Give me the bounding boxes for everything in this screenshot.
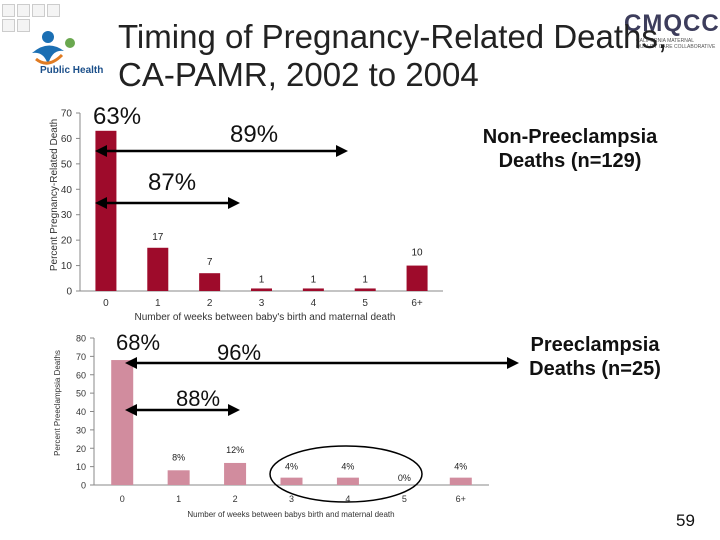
corner-square-5 (17, 19, 30, 32)
x-tick-label: 5 (402, 494, 407, 504)
bar-3 (280, 477, 303, 485)
pct-87-label: 87% (148, 169, 197, 196)
data-label: 12% (226, 445, 244, 455)
x-tick-label: 2 (207, 298, 213, 309)
pct-63-label: 63% (93, 103, 142, 130)
bar-5 (354, 288, 376, 291)
arrow-96-head-right (507, 357, 519, 369)
corner-square-4 (47, 4, 60, 17)
data-label: 4% (285, 462, 298, 472)
y-tick-label: 20 (61, 236, 73, 247)
data-label: 1 (362, 274, 368, 285)
y-tick-label: 10 (76, 462, 86, 472)
public-health-logo-text: Public Health (40, 65, 104, 76)
data-label: 4% (341, 462, 354, 472)
x-tick-label: 3 (259, 298, 265, 309)
data-label: 0% (398, 473, 411, 483)
x-axis-label: Number of weeks between babys birth and … (187, 510, 394, 519)
highlight-ellipse (269, 445, 423, 503)
bar-2 (199, 273, 221, 291)
x-tick-label: 1 (155, 298, 161, 309)
y-tick-label: 50 (76, 389, 86, 399)
public-health-logo: Public Health (18, 25, 108, 85)
page-number: 59 (676, 511, 695, 530)
bar-4 (302, 288, 324, 291)
cmqcc-logo-subtext: CALIFORNIA MATERNAL QUALITY CARE COLLABO… (636, 38, 716, 50)
pct-96-label: 96% (217, 340, 262, 365)
arrow-89-head-left (95, 145, 107, 157)
data-label: 1 (311, 274, 317, 285)
y-tick-label: 50 (61, 159, 73, 170)
y-axis-label: Percent Pregnancy-Related Death (49, 119, 60, 271)
y-tick-label: 70 (61, 109, 73, 120)
y-tick-label: 60 (76, 370, 86, 380)
corner-square-3 (32, 4, 45, 17)
y-axis-label: Percent Preeclampsia Deaths (53, 350, 62, 456)
x-tick-label: 0 (120, 494, 125, 504)
y-tick-label: 60 (61, 134, 73, 145)
bar-0 (95, 130, 117, 291)
arrow-87-head-right (228, 197, 240, 209)
bar-0 (111, 360, 134, 485)
x-tick-label: 6+ (411, 298, 423, 309)
pct-88-label: 88% (176, 386, 221, 411)
arrow-89-head-right (336, 145, 348, 157)
non-preeclampsia-group-title: Non-Preeclampsia Deaths (n=129) (482, 126, 658, 172)
data-label: 1 (259, 274, 265, 285)
bar-2 (224, 462, 247, 485)
preeclampsia-group-title: Preeclampsia Deaths (n=25) (529, 334, 661, 380)
x-tick-label: 4 (345, 494, 350, 504)
arrow-88-head-right (228, 404, 240, 416)
y-tick-label: 30 (61, 210, 73, 221)
public-health-logo-icon (32, 31, 75, 65)
x-tick-label: 4 (311, 298, 317, 309)
y-tick-label: 40 (76, 407, 86, 417)
cmqcc-logo-text: CMQCC (624, 10, 720, 37)
bar-4 (336, 477, 359, 485)
x-tick-label: 0 (103, 298, 109, 309)
x-tick-label: 1 (176, 494, 181, 504)
data-label: 17 (152, 232, 164, 243)
arrow-96-head-left (125, 357, 137, 369)
bar-1 (167, 470, 190, 485)
y-tick-label: 30 (76, 425, 86, 435)
x-tick-label: 3 (289, 494, 294, 504)
bar-1 (147, 247, 169, 291)
data-label: 4% (454, 462, 467, 472)
corner-square-1 (2, 4, 15, 17)
y-tick-label: 40 (61, 185, 73, 196)
arrow-87-head-left (95, 197, 107, 209)
bar-3 (251, 288, 272, 291)
bar-6+ (449, 477, 472, 485)
x-axis-label: Number of weeks between baby's birth and… (135, 312, 396, 323)
x-tick-label: 5 (362, 298, 368, 309)
corner-square-2 (17, 4, 30, 17)
bar-6+ (406, 265, 428, 291)
cmqcc-logo: CMQCC CALIFORNIA MATERNAL QUALITY CARE C… (618, 10, 720, 60)
y-tick-label: 0 (81, 481, 86, 491)
data-label: 10 (412, 248, 424, 259)
corner-square-6 (2, 19, 15, 32)
data-label: 7 (207, 257, 213, 268)
y-tick-label: 10 (61, 261, 73, 272)
y-tick-label: 0 (66, 287, 72, 298)
y-tick-label: 80 (76, 334, 86, 344)
pct-68-label: 68% (116, 330, 161, 355)
y-tick-label: 20 (76, 444, 86, 454)
y-tick-label: 70 (76, 352, 86, 362)
data-label: 8% (172, 452, 185, 462)
page-title: Timing of Pregnancy-Related Deaths, CA-P… (118, 18, 668, 93)
x-tick-label: 6+ (456, 494, 466, 504)
arrow-88-head-left (125, 404, 137, 416)
pct-89-label: 89% (230, 121, 279, 148)
x-tick-label: 2 (233, 494, 238, 504)
